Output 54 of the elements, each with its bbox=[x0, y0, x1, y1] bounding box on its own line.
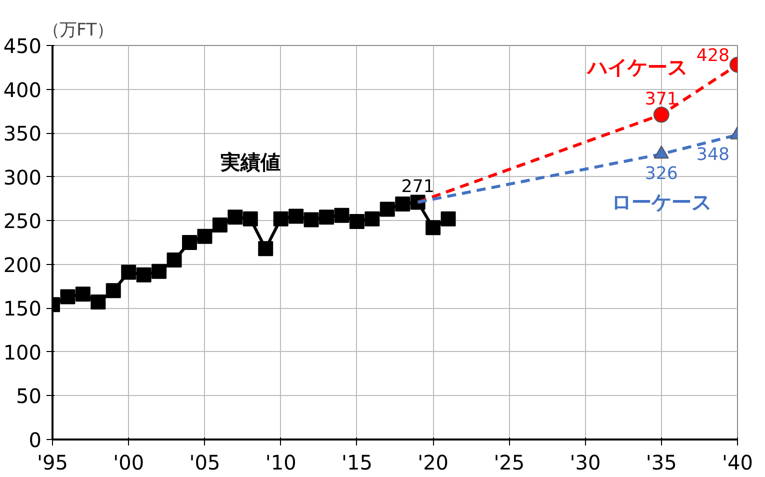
point bbox=[75, 286, 90, 302]
data-label: 326 bbox=[644, 164, 678, 184]
y-tick-label: 400 bbox=[3, 78, 42, 102]
point bbox=[258, 241, 274, 256]
y-tick-label: 450 bbox=[3, 34, 42, 58]
series-label: 実績値 bbox=[219, 150, 280, 174]
point bbox=[349, 214, 364, 229]
y-tick-label: 350 bbox=[3, 122, 42, 146]
point bbox=[228, 210, 243, 225]
x-tick-label: '30 bbox=[570, 450, 601, 474]
x-tick-label: '05 bbox=[189, 450, 220, 474]
series-label: ローケース bbox=[611, 190, 712, 214]
x-tick-label: '00 bbox=[113, 450, 144, 474]
point bbox=[242, 211, 258, 226]
point bbox=[334, 208, 350, 223]
y-tick-label: 100 bbox=[3, 340, 42, 364]
y-tick-label: 250 bbox=[3, 209, 42, 234]
x-tick-label: '40 bbox=[722, 450, 753, 474]
point bbox=[197, 228, 212, 244]
point bbox=[152, 264, 167, 279]
point bbox=[60, 289, 76, 304]
point bbox=[106, 283, 121, 298]
point bbox=[440, 211, 456, 226]
data-label: 428 bbox=[696, 46, 730, 66]
y-tick-label: 50 bbox=[16, 384, 42, 408]
point bbox=[166, 252, 182, 268]
series-label: ハイケース bbox=[586, 54, 688, 79]
point bbox=[136, 267, 152, 282]
point bbox=[288, 208, 304, 224]
data-label: 271 bbox=[401, 177, 434, 198]
point bbox=[90, 294, 106, 310]
x-tick-label: '25 bbox=[494, 450, 525, 474]
point bbox=[364, 211, 380, 226]
data-label: 348 bbox=[696, 144, 730, 165]
y-axis-title: （万FT） bbox=[42, 20, 114, 40]
x-tick-label: '95 bbox=[37, 450, 68, 474]
point bbox=[182, 235, 197, 250]
point bbox=[319, 210, 334, 225]
x-tick-label: '35 bbox=[646, 450, 677, 474]
point bbox=[426, 220, 441, 236]
point bbox=[121, 264, 136, 280]
point bbox=[273, 211, 288, 226]
x-tick-label: '10 bbox=[265, 450, 296, 474]
y-tick-label: 300 bbox=[3, 165, 42, 190]
point bbox=[380, 202, 395, 217]
point bbox=[212, 217, 228, 232]
x-tick-label: '20 bbox=[418, 450, 449, 474]
y-tick-label: 150 bbox=[3, 296, 42, 321]
data-label: 371 bbox=[644, 90, 678, 110]
x-tick-label: '15 bbox=[341, 450, 372, 474]
point bbox=[304, 212, 319, 228]
point bbox=[395, 196, 410, 212]
y-tick-label: 0 bbox=[28, 428, 42, 452]
y-tick-label: 200 bbox=[3, 252, 42, 277]
